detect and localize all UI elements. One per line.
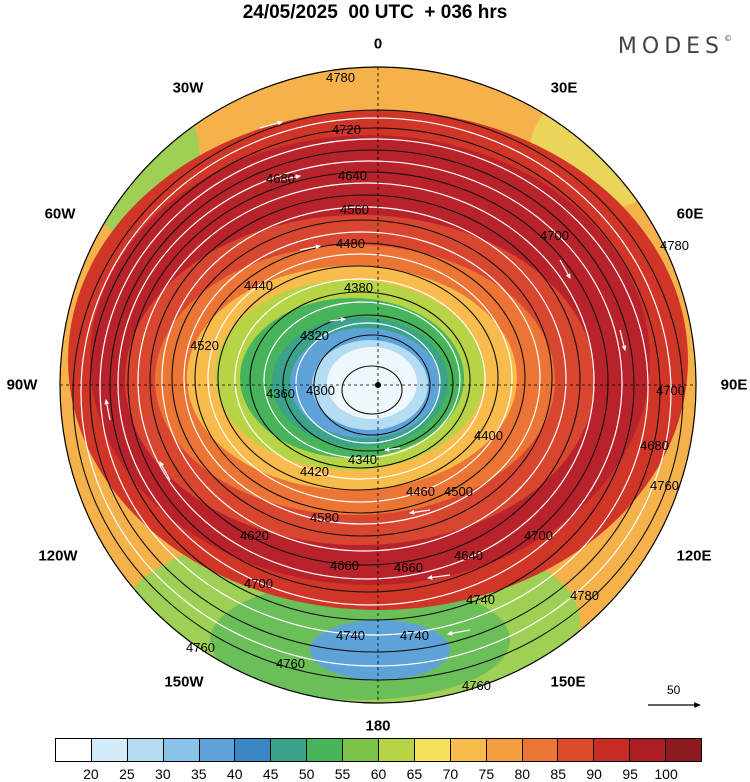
contour-label: 4740 bbox=[336, 628, 365, 643]
colorbar-tick-labels: 20 25 30 35 40 45 50 55 60 65 70 75 80 85 90 95 100 bbox=[0, 766, 750, 782]
contour-label: 4740 bbox=[400, 628, 429, 643]
colorbar-tick-label: 85 bbox=[550, 766, 567, 782]
colorbar-swatch bbox=[163, 739, 200, 761]
north-pole-marker bbox=[375, 382, 381, 388]
contour-label: 4780 bbox=[570, 588, 599, 603]
contour-label: 4780 bbox=[660, 238, 689, 253]
contour-label: 4480 bbox=[336, 236, 365, 251]
contour-label: 4640 bbox=[454, 548, 483, 563]
colorbar-swatch bbox=[414, 739, 451, 761]
colorbar-tick-label: 90 bbox=[586, 766, 602, 782]
contour-label: 4700 bbox=[656, 383, 685, 398]
contour-label: 4780 bbox=[326, 70, 355, 85]
contour-value-labels: 4780 4720 4680 4640 4560 4480 4440 4380 … bbox=[186, 70, 689, 693]
colorbar-swatch bbox=[199, 739, 236, 761]
contour-label: 4500 bbox=[444, 484, 473, 499]
colorbar-tick-label: 40 bbox=[226, 766, 243, 782]
colorbar-tick-label: 65 bbox=[406, 766, 423, 782]
contour-label: 4360 bbox=[266, 386, 295, 401]
contour-label: 4380 bbox=[344, 280, 373, 295]
contour-label: 4640 bbox=[338, 168, 367, 183]
colorbar-swatch bbox=[235, 739, 272, 761]
contour-label: 4720 bbox=[332, 122, 361, 137]
lon-label-30e: 30E bbox=[550, 79, 578, 97]
lon-label-120e: 120E bbox=[676, 547, 712, 565]
colorbar-tick-label: 25 bbox=[119, 766, 135, 782]
contour-label: 4700 bbox=[540, 228, 569, 243]
colorbar-tick-label: 55 bbox=[334, 766, 351, 782]
contour-label: 4760 bbox=[650, 478, 679, 493]
lon-label-120w: 120W bbox=[38, 547, 78, 565]
contour-label: 4560 bbox=[340, 202, 369, 217]
contour-label: 4580 bbox=[310, 510, 339, 525]
contour-label: 4300 bbox=[306, 383, 335, 398]
map-title: 24/05/2025 00 UTC + 036 hrs bbox=[242, 2, 508, 23]
colorbar-swatch bbox=[56, 739, 92, 761]
contour-label: 4700 bbox=[524, 528, 553, 543]
contour-label: 4340 bbox=[348, 452, 377, 467]
colorbar-tick-label: 20 bbox=[83, 766, 99, 782]
copyright-mark: © bbox=[724, 34, 732, 43]
colorbar-swatch bbox=[91, 739, 128, 761]
colorbar bbox=[55, 738, 702, 762]
lon-label-60w: 60W bbox=[44, 205, 76, 223]
colorbar-swatch bbox=[486, 739, 523, 761]
lon-label-150e: 150E bbox=[550, 673, 586, 691]
contour-label: 4420 bbox=[300, 464, 329, 479]
colorbar-tick-label: 35 bbox=[190, 766, 207, 782]
colorbar-swatch bbox=[630, 739, 667, 761]
colorbar-tick-label: 60 bbox=[370, 766, 387, 782]
lon-label-150w: 150W bbox=[164, 673, 204, 691]
reference-vector-label: 50 bbox=[667, 683, 681, 697]
colorbar-tick-label: 30 bbox=[155, 766, 171, 782]
contour-label: 4760 bbox=[186, 640, 215, 655]
colorbar-swatch bbox=[271, 739, 308, 761]
lon-label-90e: 90E bbox=[720, 376, 748, 394]
colorbar-swatch bbox=[594, 739, 631, 761]
contour-label: 4320 bbox=[300, 328, 329, 343]
lon-label-30w: 30W bbox=[172, 79, 204, 97]
contour-label: 4680 bbox=[640, 438, 669, 453]
colorbar-swatch bbox=[558, 739, 595, 761]
lon-label-60e: 60E bbox=[676, 205, 704, 223]
contour-label: 4760 bbox=[276, 656, 305, 671]
colorbar-swatch bbox=[307, 739, 344, 761]
colorbar-tick-label: 70 bbox=[442, 766, 459, 782]
colorbar-swatch bbox=[343, 739, 380, 761]
contour-label: 4680 bbox=[266, 171, 295, 186]
streamline-arrows bbox=[104, 120, 627, 636]
colorbar-swatch bbox=[127, 739, 164, 761]
lon-label-0: 0 bbox=[373, 35, 383, 53]
colorbar-swatch bbox=[522, 739, 559, 761]
colorbar-tick-label: 100 bbox=[654, 766, 678, 782]
colorbar-swatch bbox=[450, 739, 487, 761]
brand-name: MODES bbox=[617, 34, 724, 59]
lon-label-90w: 90W bbox=[6, 376, 38, 394]
lon-label-180: 180 bbox=[365, 717, 391, 735]
contour-label: 4400 bbox=[474, 428, 503, 443]
map-boundary bbox=[59, 66, 697, 704]
contour-label: 4660 bbox=[394, 560, 423, 575]
contour-label: 4620 bbox=[240, 528, 269, 543]
contour-label: 4700 bbox=[244, 576, 273, 591]
contour-label: 4520 bbox=[190, 338, 219, 353]
contour-label: 4660 bbox=[330, 558, 359, 573]
contour-label: 4440 bbox=[244, 278, 273, 293]
contour-label: 4760 bbox=[462, 678, 491, 693]
colorbar-swatch bbox=[666, 739, 702, 761]
streamlines bbox=[80, 117, 672, 667]
contour-label: 4460 bbox=[406, 484, 435, 499]
brand-logo: MODES© bbox=[618, 34, 732, 59]
colorbar-swatch bbox=[379, 739, 415, 761]
colorbar-tick-label: 50 bbox=[298, 766, 315, 782]
contour-label: 4740 bbox=[466, 592, 495, 607]
colorbar-tick-label: 75 bbox=[478, 766, 495, 782]
colorbar-tick-label: 95 bbox=[622, 766, 638, 782]
colorbar-tick-label: 45 bbox=[262, 766, 279, 782]
colorbar-tick-label: 80 bbox=[514, 766, 531, 782]
